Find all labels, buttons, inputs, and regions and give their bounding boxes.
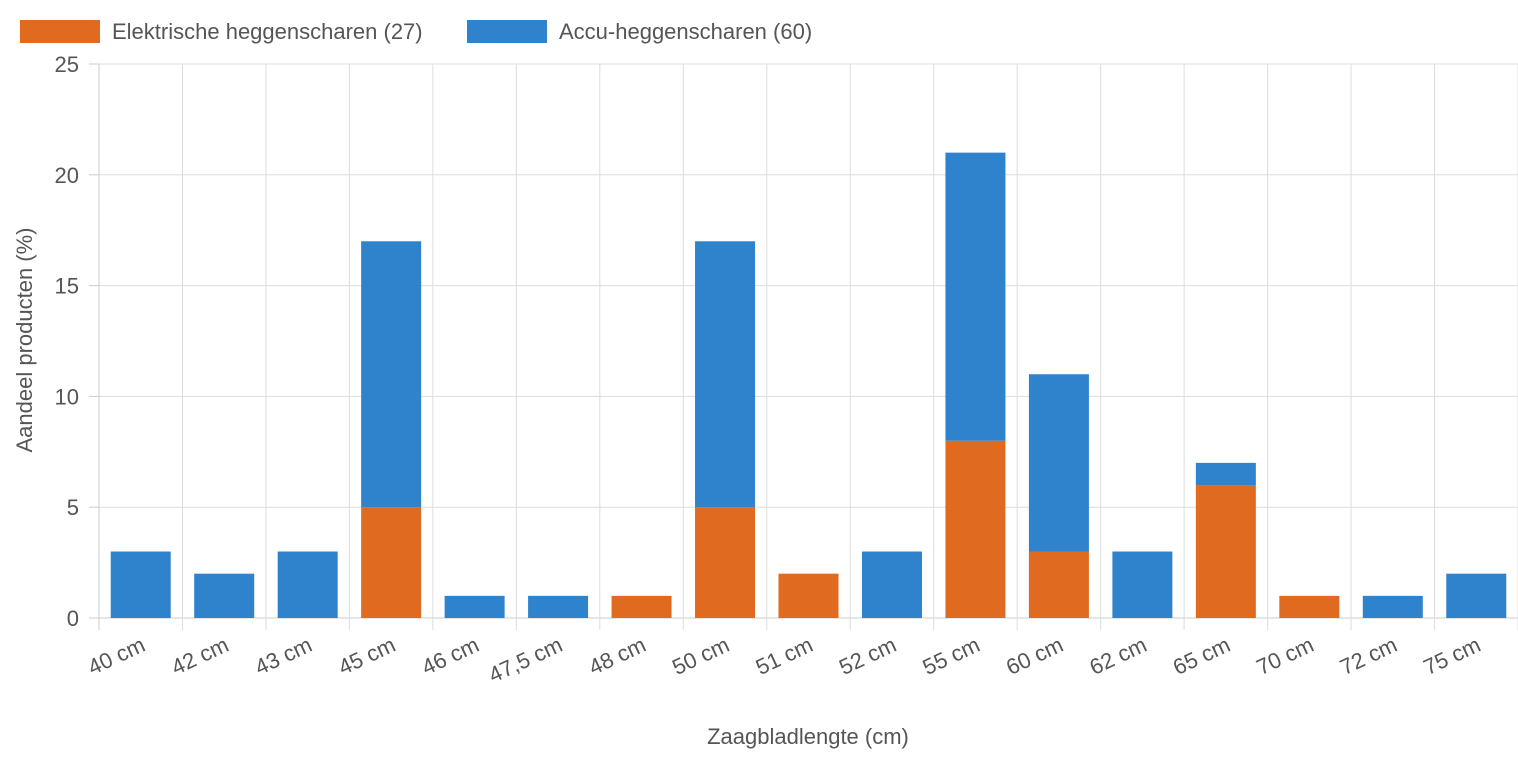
x-axis-ticks: 40 cm 42 cm 43 cm 45 cm 46 cm 47,5 cm 48 cm 50 … — [84, 632, 1484, 688]
bar-accu-5[interactable] — [444, 595, 505, 618]
grid — [89, 63, 1518, 630]
bar-accu-11[interactable] — [945, 152, 1006, 441]
x-tick-label: 65 cm — [1169, 632, 1234, 680]
x-tick-label: 43 cm — [251, 632, 316, 680]
bar-elektrisch-8[interactable] — [695, 507, 756, 618]
y-tick-label: 15 — [55, 274, 79, 299]
y-tick-label: 20 — [55, 163, 79, 188]
y-tick-label: 0 — [67, 606, 79, 631]
bar-elektrisch-4[interactable] — [361, 507, 422, 618]
legend-label-1[interactable]: Elektrische heggenscharen (27) — [112, 19, 423, 44]
y-axis-ticks: 0 5 10 15 20 25 — [55, 52, 79, 631]
bar-accu-6[interactable] — [528, 595, 589, 618]
legend-label-2[interactable]: Accu-heggenscharen (60) — [559, 19, 812, 44]
x-tick-label: 70 cm — [1253, 632, 1318, 680]
x-tick-label: 45 cm — [334, 632, 399, 680]
bar-accu-14[interactable] — [1195, 462, 1256, 486]
legend-swatch-2[interactable] — [467, 20, 547, 43]
bar-elektrisch-12[interactable] — [1028, 551, 1089, 618]
x-tick-label: 42 cm — [167, 632, 232, 680]
x-tick-label: 60 cm — [1002, 632, 1067, 680]
bar-accu-10[interactable] — [861, 551, 922, 618]
x-tick-label: 72 cm — [1336, 632, 1401, 680]
x-tick-label: 50 cm — [668, 632, 733, 680]
x-tick-label: 47,5 cm — [485, 632, 566, 688]
bar-accu-16[interactable] — [1362, 595, 1423, 618]
y-tick-label: 10 — [55, 384, 79, 409]
y-tick-label: 5 — [67, 495, 79, 520]
x-tick-label: 75 cm — [1420, 632, 1485, 680]
x-tick-label: 62 cm — [1086, 632, 1151, 680]
bars — [110, 152, 1507, 618]
x-tick-label: 55 cm — [919, 632, 984, 680]
y-axis-title: Aandeel producten (%) — [12, 227, 37, 452]
bar-accu-3[interactable] — [277, 551, 338, 618]
bar-accu-13[interactable] — [1112, 551, 1173, 618]
x-tick-label: 52 cm — [835, 632, 900, 680]
bar-accu-12[interactable] — [1028, 374, 1089, 552]
legend: Elektrische heggenscharen (27) Accu-hegge… — [20, 19, 812, 44]
x-tick-label: 48 cm — [585, 632, 650, 680]
bar-accu-2[interactable] — [194, 573, 255, 618]
x-tick-label: 40 cm — [84, 632, 149, 680]
bar-elektrisch-15[interactable] — [1279, 595, 1340, 618]
bar-accu-8[interactable] — [695, 241, 756, 508]
bar-elektrisch-14[interactable] — [1195, 485, 1256, 618]
x-axis-title: Zaagbladlengte (cm) — [707, 724, 909, 749]
bar-elektrisch-7[interactable] — [611, 595, 672, 618]
x-tick-label: 46 cm — [418, 632, 483, 680]
bar-elektrisch-11[interactable] — [945, 440, 1006, 618]
x-tick-label: 51 cm — [752, 632, 817, 680]
bar-accu-17[interactable] — [1446, 573, 1507, 618]
bar-accu-4[interactable] — [361, 241, 422, 508]
legend-swatch-1[interactable] — [20, 20, 100, 43]
bar-elektrisch-9[interactable] — [778, 573, 839, 618]
bar-accu-1[interactable] — [110, 551, 171, 618]
y-tick-label: 25 — [55, 52, 79, 77]
